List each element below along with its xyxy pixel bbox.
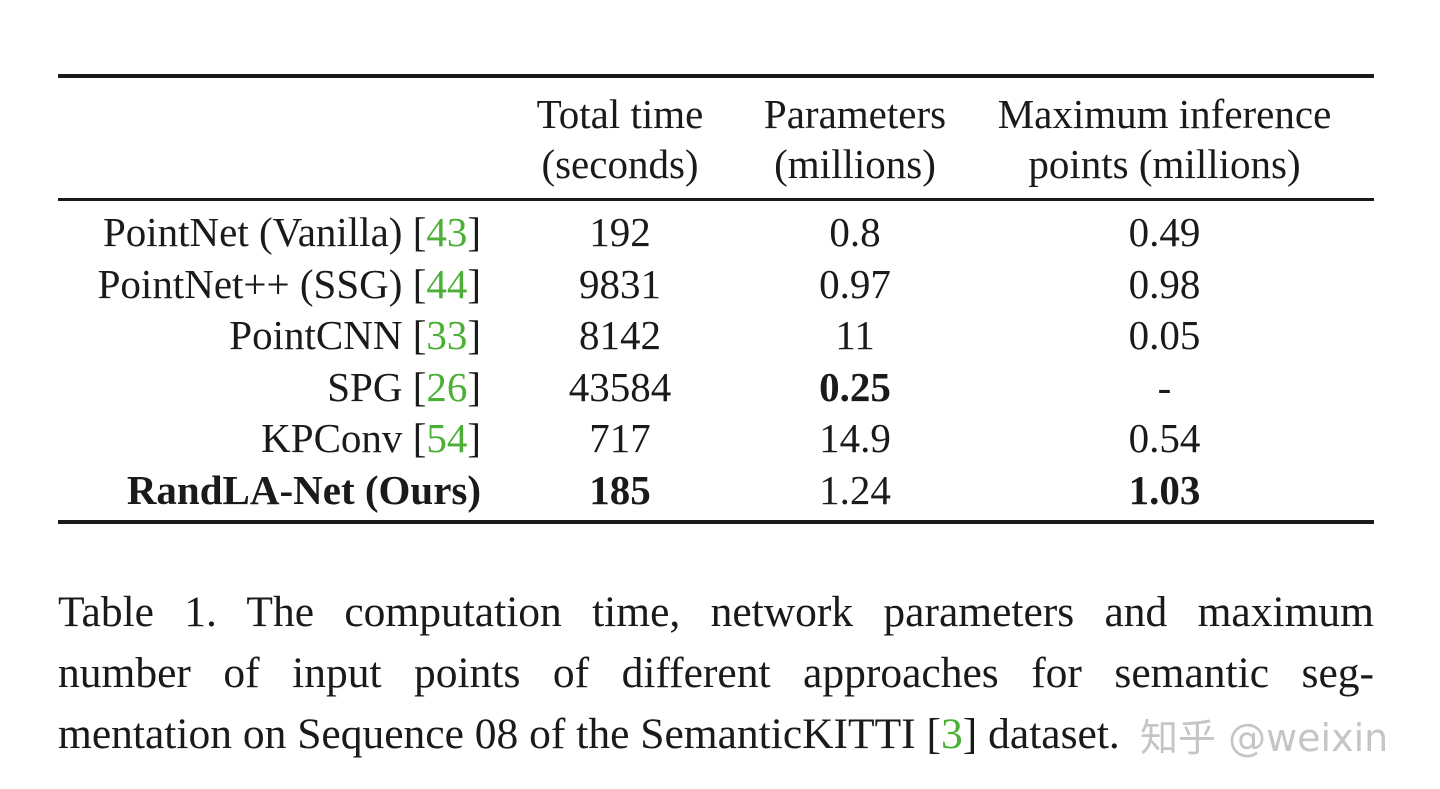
params-cell: 0.97 (819, 260, 891, 307)
method-name: KPConv (261, 415, 403, 461)
time-cell: 717 (589, 415, 651, 461)
method-cell: PointCNN [33] (229, 312, 481, 358)
max-points-cell: 0.54 (1128, 415, 1201, 461)
header-parameters-line2: (millions) (774, 141, 936, 187)
method-cell: PointNet++ (SSG) [44] (97, 260, 481, 307)
max-points-cell: - (1157, 363, 1172, 410)
citation-link[interactable]: 26 (426, 363, 468, 410)
table-row-ours: RandLA-Net (Ours) 185 1.24 1.03 (58, 465, 1374, 517)
params-cell-best: 0.25 (819, 363, 891, 410)
header-max-points-line1: Maximum inference (997, 91, 1332, 137)
results-table: Total time (seconds) Parameters (million… (58, 78, 1374, 198)
table-caption: Table 1. The computation time, network p… (58, 582, 1374, 765)
params-cell: 1.24 (819, 466, 891, 513)
caption-line-1: Table 1. The computation time, network p… (58, 588, 1374, 636)
caption-line-3-end: ] dataset. (962, 710, 1120, 758)
time-cell-best: 185 (589, 466, 651, 513)
table-row: PointCNN [33] 8142 11 0.05 (58, 310, 1374, 362)
table-row: PointNet++ (SSG) [44] 9831 0.97 0.98 (58, 259, 1374, 311)
header-max-inference-points: Maximum inference points (millions) (955, 78, 1374, 198)
caption-line-3-text: mentation on Sequence 08 of the Semantic… (58, 710, 942, 758)
max-points-cell: 0.05 (1128, 312, 1201, 358)
time-cell: 43584 (568, 363, 672, 410)
method-name: PointNet (Vanilla) (102, 209, 403, 255)
results-table-container: Total time (seconds) Parameters (million… (58, 74, 1374, 524)
header-method (58, 78, 485, 198)
method-name: PointCNN (229, 312, 403, 358)
params-cell: 11 (835, 312, 875, 358)
params-cell: 14.9 (819, 415, 891, 461)
caption-line-2: number of input points of different appr… (58, 649, 1374, 697)
citation-link[interactable]: 3 (941, 710, 963, 758)
bottom-rule (58, 520, 1374, 524)
max-points-cell: 0.49 (1128, 209, 1201, 255)
table-row: KPConv [54] 717 14.9 0.54 (58, 413, 1374, 465)
header-total-time: Total time (seconds) (485, 78, 755, 198)
top-rule (58, 74, 1374, 78)
header-max-points-line2: points (millions) (1028, 141, 1301, 187)
header-parameters-line1: Parameters (763, 91, 947, 137)
header-total-time-line1: Total time (536, 91, 704, 137)
params-cell: 0.8 (829, 209, 881, 255)
method-cell: PointNet (Vanilla) [43] (102, 209, 481, 255)
citation-link[interactable]: 44 (426, 260, 468, 307)
time-cell: 8142 (579, 312, 661, 358)
results-table-body: PointNet (Vanilla) [43] 192 0.8 0.49 Poi… (58, 201, 1374, 516)
citation-link[interactable]: 54 (426, 415, 468, 461)
time-cell: 9831 (579, 260, 661, 307)
table-row: SPG [26] 43584 0.25 - (58, 362, 1374, 414)
citation-link[interactable]: 43 (426, 209, 468, 255)
method-cell: KPConv [54] (261, 415, 481, 461)
max-points-cell: 0.98 (1128, 260, 1201, 307)
caption-line-3: mentation on Sequence 08 of the Semantic… (58, 704, 1374, 765)
max-points-cell-best: 1.03 (1128, 466, 1201, 513)
header-rule (58, 198, 1374, 201)
method-cell: SPG [26] (327, 363, 481, 410)
time-cell: 192 (589, 209, 651, 255)
method-name: SPG (327, 363, 403, 410)
header-total-time-line2: (seconds) (541, 141, 699, 187)
citation-link[interactable]: 33 (426, 312, 468, 358)
method-cell-ours: RandLA-Net (Ours) (126, 466, 481, 513)
header-row: Total time (seconds) Parameters (million… (58, 78, 1374, 198)
method-name: PointNet++ (SSG) (97, 260, 403, 307)
header-parameters: Parameters (millions) (755, 78, 955, 198)
table-row: PointNet (Vanilla) [43] 192 0.8 0.49 (58, 201, 1374, 259)
